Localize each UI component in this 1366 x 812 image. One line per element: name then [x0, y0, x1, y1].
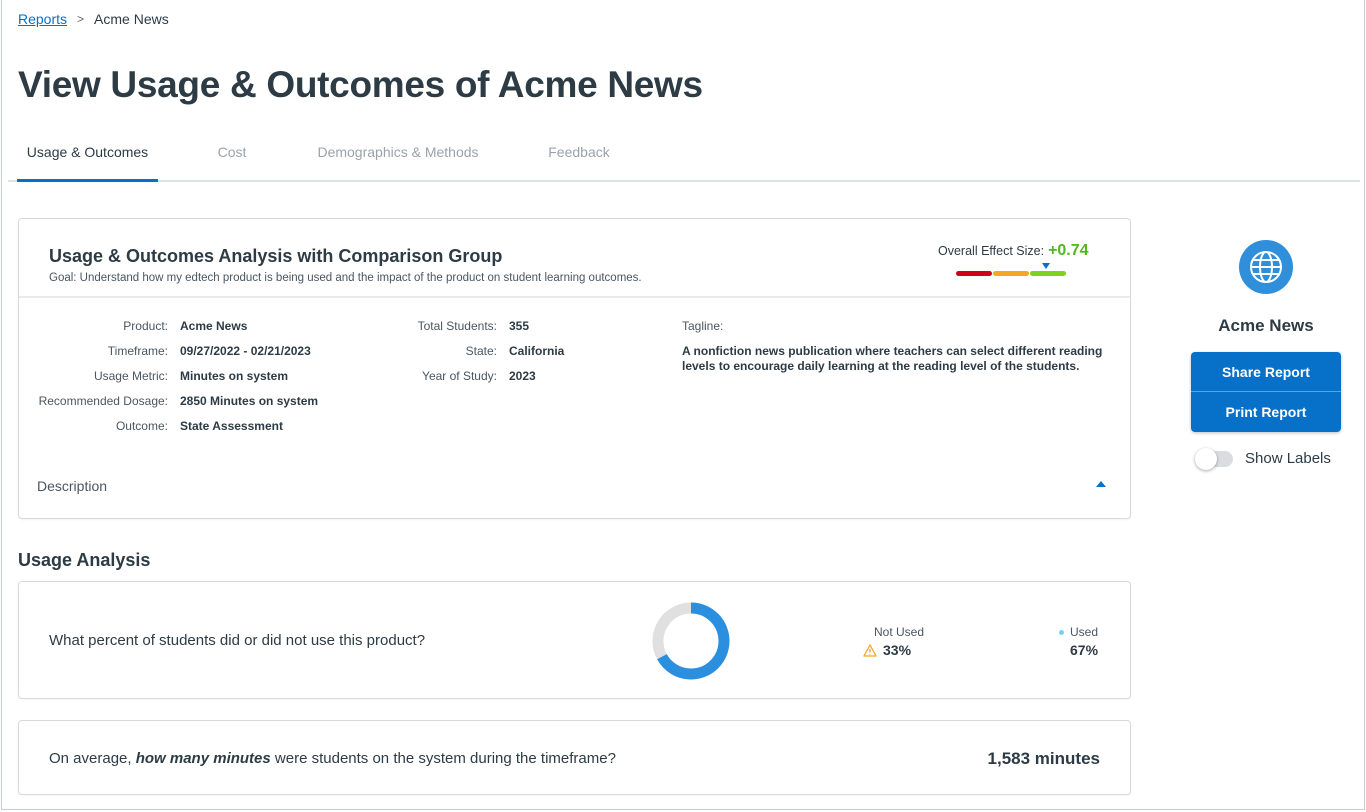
detail-row: State: California [349, 339, 565, 364]
detail-key: Total Students: [417, 319, 497, 333]
analysis-card: Usage & Outcomes Analysis with Compariso… [18, 218, 1131, 519]
analysis-title: Usage & Outcomes Analysis with Compariso… [49, 246, 503, 266]
effect-size-value: +0.74 [1048, 242, 1089, 259]
detail-key: Year of Study: [422, 369, 497, 383]
page-title: View Usage & Outcomes of Acme News [18, 64, 703, 105]
warning-icon [863, 643, 877, 657]
detail-key: Product: [123, 319, 168, 333]
analysis-goal: Goal: Understand how my edtech product i… [49, 272, 642, 284]
minutes-card: On average, how many minutes were studen… [18, 720, 1131, 795]
donut-used-slice [652, 602, 730, 680]
effect-size-label: Overall Effect Size: [938, 244, 1045, 258]
detail-value: California [509, 344, 565, 358]
show-labels-toggle[interactable]: Show Labels [1195, 447, 1341, 470]
used-value: 67% [1070, 642, 1099, 658]
detail-key: State: [465, 344, 497, 358]
detail-key: Outcome: [115, 419, 168, 433]
share-report-button[interactable]: Share Report [1191, 352, 1341, 391]
usage-card: What percent of students did or did not … [18, 581, 1131, 699]
tab-feedback[interactable]: Feedback [548, 144, 610, 160]
chevron-right-icon: > [77, 12, 85, 26]
tab-usage-outcomes[interactable]: Usage & Outcomes [17, 136, 158, 182]
not-used-label: Not Used [874, 625, 925, 639]
breadcrumb-reports-link[interactable]: Reports [18, 11, 68, 27]
globe-icon [1239, 240, 1293, 294]
detail-key: Recommended Dosage: [38, 394, 168, 408]
detail-value: 2850 Minutes on system [180, 394, 319, 408]
detail-row: Total Students: 355 [349, 314, 564, 339]
used-legend-dot-icon [1059, 629, 1064, 635]
detail-value: 2023 [509, 369, 536, 383]
detail-value: 09/27/2022 - 02/21/2023 [180, 344, 311, 358]
effect-marker-icon [1042, 263, 1050, 269]
detail-value: Minutes on system [180, 369, 289, 383]
tab-bar: Usage & Outcomes Cost Demographics & Met… [8, 136, 1360, 182]
report-sidebar: Acme News Share Report Print Report Show… [1191, 240, 1341, 470]
not-used-value: 33% [883, 642, 912, 658]
usage-donut-chart [652, 602, 730, 680]
detail-key: Usage Metric: [93, 369, 168, 383]
details-left: Product: Acme News Timeframe: 09/27/2022 - … [19, 314, 318, 439]
minutes-value: 1,583 minutes [987, 749, 1100, 768]
detail-value: State Assessment [180, 419, 283, 433]
detail-row: Product: Acme News [19, 314, 318, 339]
details-middle: Total Students: 355 State: California Year o… [349, 314, 565, 389]
detail-row: Timeframe: 09/27/2022 - 02/21/2023 [19, 339, 318, 364]
tab-cost[interactable]: Cost [217, 144, 247, 160]
print-report-button[interactable]: Print Report [1191, 391, 1341, 432]
tab-demographics-methods[interactable]: Demographics & Methods [317, 144, 479, 160]
breadcrumb-current: Acme News [94, 11, 169, 27]
detail-value: Acme News [180, 319, 248, 333]
effect-size-scale [956, 271, 1066, 276]
breadcrumb: Reports > Acme News [18, 11, 169, 27]
description-toggle[interactable]: Description [37, 478, 108, 494]
detail-row: Outcome: State Assessment [19, 414, 318, 439]
tagline-text: A nonfiction news publication where teac… [682, 344, 1103, 373]
caret-up-icon[interactable] [1096, 481, 1106, 487]
effect-size: Overall Effect Size: +0.74 [938, 242, 1089, 260]
detail-row: Recommended Dosage: 2850 Minutes on syste… [19, 389, 318, 414]
minutes-question: On average, how many minutes were studen… [49, 750, 616, 767]
product-name: Acme News [1218, 316, 1314, 335]
detail-row: Year of Study: 2023 [349, 364, 564, 389]
used-label: Used [1070, 625, 1099, 639]
tagline: Tagline: A nonfiction news publication w… [682, 319, 1122, 374]
usage-question: What percent of students did or did not … [49, 632, 426, 649]
usage-analysis-heading: Usage Analysis [18, 550, 151, 570]
detail-value: 355 [509, 319, 530, 333]
detail-key: Timeframe: [107, 344, 168, 358]
show-labels-label: Show Labels [1245, 450, 1331, 467]
tagline-label: Tagline: [682, 319, 724, 333]
detail-row: Usage Metric: Minutes on system [19, 364, 318, 389]
toggle-switch[interactable] [1195, 447, 1233, 470]
